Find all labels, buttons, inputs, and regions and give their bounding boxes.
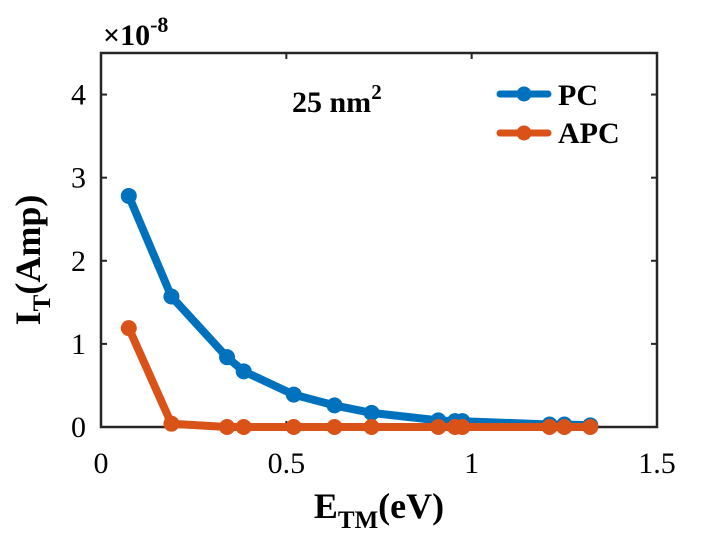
data-point-apc bbox=[454, 419, 471, 435]
data-point-apc bbox=[430, 419, 447, 435]
data-point-apc bbox=[363, 419, 380, 435]
data-point-apc bbox=[235, 419, 252, 435]
y-tick-label: 3 bbox=[71, 162, 86, 195]
legend-marker-pc bbox=[516, 86, 532, 102]
y-tick-label: 2 bbox=[71, 245, 86, 278]
x-tick-label: 1 bbox=[464, 447, 479, 480]
data-point-apc bbox=[582, 419, 599, 435]
legend-label-pc: PC bbox=[558, 79, 598, 112]
y-axis-multiplier: ×10-8 bbox=[103, 12, 168, 52]
data-point-pc bbox=[163, 288, 180, 305]
legend: PC APC bbox=[496, 79, 620, 150]
data-point-pc bbox=[120, 187, 137, 204]
data-point-apc bbox=[541, 419, 558, 435]
area-annotation: 25 nm2 bbox=[292, 80, 382, 119]
data-point-pc bbox=[363, 404, 380, 421]
data-point-pc bbox=[235, 363, 252, 380]
data-point-pc bbox=[285, 386, 302, 403]
y-tick-label: 4 bbox=[71, 79, 86, 112]
legend-label-apc: APC bbox=[558, 117, 620, 150]
data-point-apc bbox=[556, 419, 573, 435]
x-tick-label: 0.5 bbox=[268, 447, 306, 480]
x-tick-label: 0 bbox=[94, 447, 109, 480]
x-axis-label: ETM(eV) bbox=[314, 486, 444, 534]
y-tick-label: 1 bbox=[71, 328, 86, 361]
plot-area: 0 0.5 1 1.5 0 1 2 3 4 bbox=[71, 51, 676, 480]
x-tick-label: 1.5 bbox=[638, 447, 676, 480]
data-point-apc bbox=[326, 419, 343, 435]
data-point-pc bbox=[326, 397, 343, 414]
data-point-pc bbox=[219, 349, 236, 366]
data-point-apc bbox=[163, 415, 180, 432]
y-tick-label: 0 bbox=[71, 411, 86, 444]
data-point-apc bbox=[285, 419, 302, 435]
data-point-apc bbox=[120, 320, 137, 337]
data-point-apc bbox=[219, 419, 236, 435]
legend-marker-apc bbox=[516, 125, 532, 141]
y-axis-label: IT(Amp) bbox=[8, 195, 56, 326]
